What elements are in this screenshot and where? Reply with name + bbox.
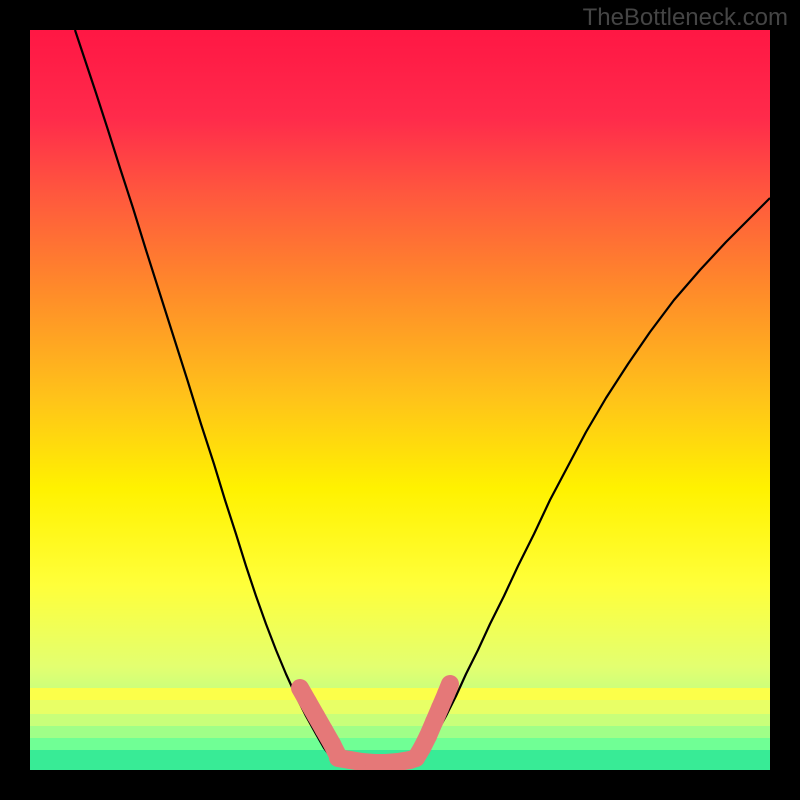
watermark-text: TheBottleneck.com bbox=[583, 4, 788, 32]
chart-container: TheBottleneck.com bbox=[0, 0, 800, 800]
bottleneck-chart bbox=[0, 0, 800, 800]
